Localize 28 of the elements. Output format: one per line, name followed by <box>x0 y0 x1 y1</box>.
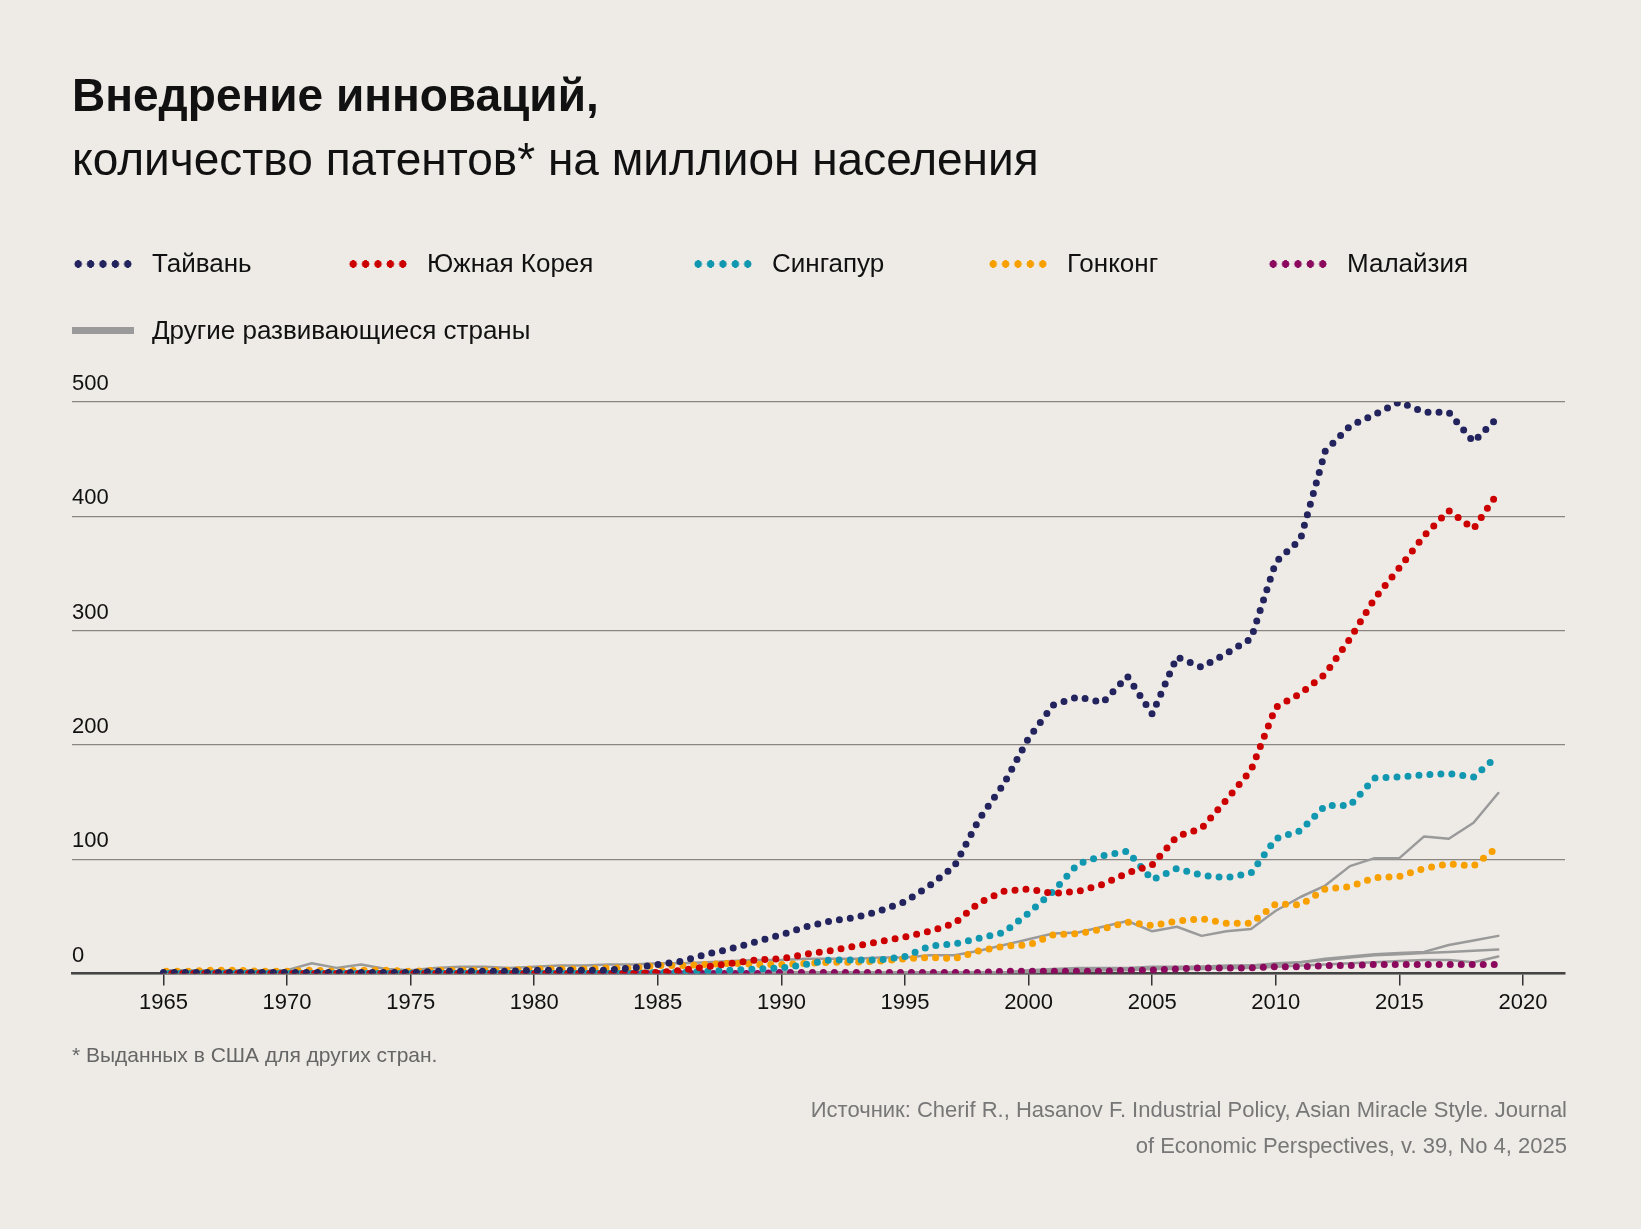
text: * Выданных в США для других стран. <box>72 1043 438 1067</box>
y-tick-label: 100 <box>72 827 109 853</box>
x-tick-label: 2000 <box>1004 988 1054 1014</box>
text: Источник: Cherif R., Hasanov F. Industrial Policy, Asian Miracle Style. Journal of Economic Perspectives, v. 39, No 4, 2025 <box>809 1096 1567 1160</box>
x-tick-label: 2015 <box>1374 988 1424 1014</box>
x-tick-label: 1975 <box>386 988 436 1014</box>
y-tick-label: 0 <box>72 941 85 967</box>
y-tick-label: 200 <box>72 713 109 739</box>
x-tick-label: 1965 <box>138 988 188 1014</box>
x-tick-label: 1995 <box>880 988 930 1014</box>
y-tick-label: 400 <box>72 484 109 510</box>
x-tick-label: 1980 <box>509 988 559 1014</box>
x-tick-label: 2020 <box>1498 988 1548 1014</box>
legend-label: Тайвань <box>152 248 252 279</box>
x-tick-label: 2010 <box>1251 988 1301 1014</box>
y-tick-label: 300 <box>72 598 109 624</box>
legend-label: Южная Корея <box>427 248 594 279</box>
x-tick-label: 1990 <box>756 988 806 1014</box>
x-tick-label: 1985 <box>633 988 683 1014</box>
legend-label: Другие развивающиеся страны <box>152 315 531 346</box>
x-tick-label: 1970 <box>262 988 312 1014</box>
x-tick-label: 2005 <box>1127 988 1177 1014</box>
chart-title: Внедрение инноваций, <box>72 68 599 122</box>
legend-label: Малайзия <box>1347 248 1469 279</box>
legend-label: Гонконг <box>1067 248 1159 279</box>
y-tick-label: 500 <box>72 370 109 396</box>
legend-label: Сингапур <box>772 248 885 279</box>
chart-subtitle: количество патентов* на миллион населения <box>72 132 1039 186</box>
